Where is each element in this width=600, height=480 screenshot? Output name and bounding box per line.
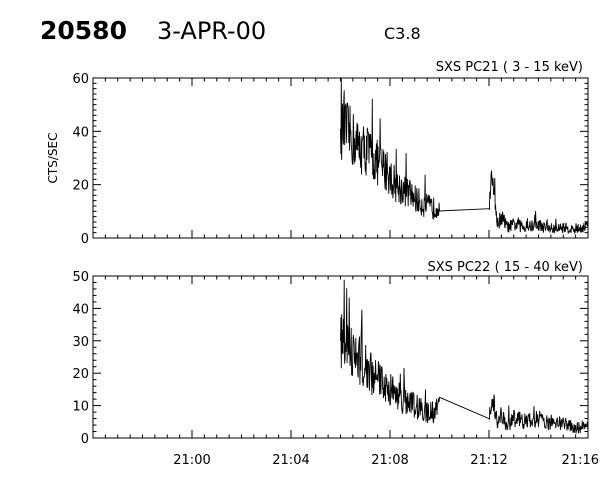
y-tick-label: 60: [72, 72, 89, 87]
pc21-title: SXS PC21 ( 3 - 15 keV): [436, 60, 583, 75]
pc21-panel: SXS PC21 ( 3 - 15 keV) CTS/SEC 0 20 40 60: [46, 60, 589, 247]
y-tick-label: 0: [81, 432, 89, 447]
pc22-panel: SXS PC22 ( 15 - 40 keV) 0 10 20 30 40 50 21:00…: [72, 260, 599, 468]
x-tick-label: 21:00: [173, 453, 210, 468]
pc21-y-axis-label: CTS/SEC: [46, 133, 60, 184]
y-tick-label: 0: [81, 232, 89, 247]
event-date: 3-APR-00: [157, 17, 266, 45]
count-rate-series: [340, 77, 589, 235]
pc22-title: SXS PC22 ( 15 - 40 keV): [427, 260, 583, 275]
x-tick-label: 21:16: [562, 453, 599, 468]
y-tick-label: 30: [72, 335, 89, 350]
x-tick-label: 21:08: [371, 453, 408, 468]
y-tick-label: 50: [72, 270, 89, 285]
y-tick-label: 20: [72, 367, 89, 382]
x-tick-label: 21:12: [470, 453, 507, 468]
count-rate-series: [340, 279, 589, 434]
y-tick-label: 20: [72, 179, 89, 194]
y-tick-label: 40: [72, 302, 89, 317]
plot-frame: [92, 77, 589, 239]
y-tick-label: 10: [72, 400, 89, 415]
event-id: 20580: [40, 16, 127, 45]
x-tick-label: 21:04: [272, 453, 309, 468]
y-tick-label: 40: [72, 125, 89, 140]
flare-class: C3.8: [384, 24, 421, 43]
